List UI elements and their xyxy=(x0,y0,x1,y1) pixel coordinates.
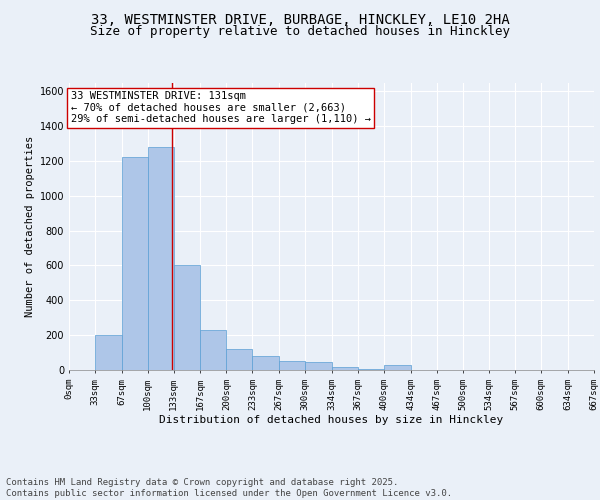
Bar xyxy=(226,349,253,370)
Bar xyxy=(200,330,226,370)
X-axis label: Distribution of detached houses by size in Hinckley: Distribution of detached houses by size … xyxy=(160,416,503,426)
Bar xyxy=(305,362,332,370)
Bar xyxy=(95,335,122,370)
Bar xyxy=(253,356,279,370)
Y-axis label: Number of detached properties: Number of detached properties xyxy=(25,136,35,317)
Bar xyxy=(148,147,173,370)
Bar xyxy=(384,365,410,370)
Bar xyxy=(279,362,305,370)
Text: Size of property relative to detached houses in Hinckley: Size of property relative to detached ho… xyxy=(90,25,510,38)
Text: 33 WESTMINSTER DRIVE: 131sqm
← 70% of detached houses are smaller (2,663)
29% of: 33 WESTMINSTER DRIVE: 131sqm ← 70% of de… xyxy=(71,91,371,124)
Bar xyxy=(332,366,358,370)
Text: Contains HM Land Registry data © Crown copyright and database right 2025.
Contai: Contains HM Land Registry data © Crown c… xyxy=(6,478,452,498)
Text: 33, WESTMINSTER DRIVE, BURBAGE, HINCKLEY, LE10 2HA: 33, WESTMINSTER DRIVE, BURBAGE, HINCKLEY… xyxy=(91,12,509,26)
Bar xyxy=(122,158,148,370)
Bar xyxy=(358,369,384,370)
Bar xyxy=(173,266,200,370)
